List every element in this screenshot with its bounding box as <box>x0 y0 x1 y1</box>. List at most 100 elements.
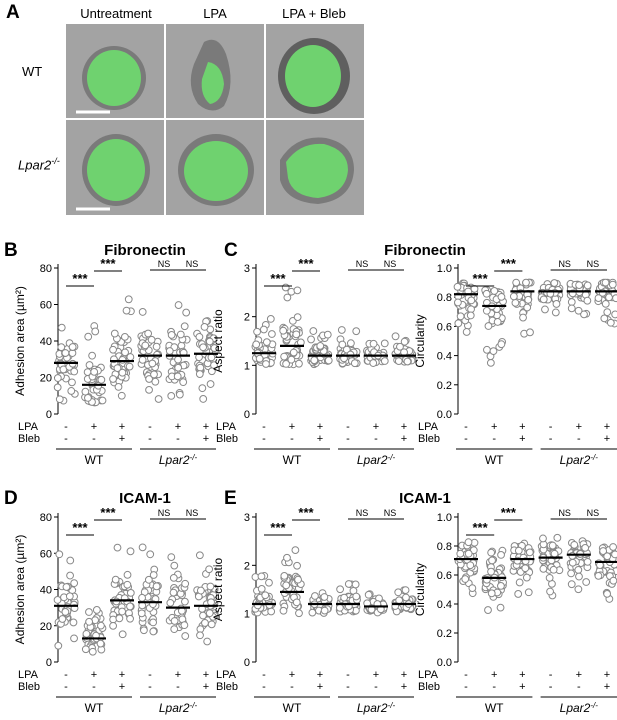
data-point-b <box>61 349 70 357</box>
y-tick-label-c1: 3 <box>244 263 250 275</box>
data-point-e1 <box>340 593 349 602</box>
bleb-marker-e1: - <box>346 681 350 693</box>
data-point-c2 <box>483 345 491 354</box>
data-point-e2 <box>464 538 473 547</box>
data-point-d <box>196 586 205 595</box>
y-tick-label-b: 60 <box>40 300 52 312</box>
bleb-row-label-d: Bleb <box>18 681 40 693</box>
bleb-marker-c1: - <box>262 433 266 445</box>
data-point-d <box>170 625 179 634</box>
bleb-marker-d: - <box>64 681 68 693</box>
data-point-c2 <box>522 278 530 287</box>
data-point-d <box>199 611 207 620</box>
data-point-c1 <box>289 348 298 357</box>
data-point-c2 <box>523 303 532 312</box>
data-point-e1 <box>267 607 276 616</box>
data-point-e1 <box>336 585 345 594</box>
data-point-c2 <box>580 310 588 319</box>
lpa-marker-c2: + <box>604 421 610 433</box>
data-point-c1 <box>295 359 303 368</box>
y-tick-label-b: 80 <box>40 263 52 275</box>
row-label-lpar2: Lpar2-/- <box>18 156 60 173</box>
data-point-d <box>66 571 74 580</box>
data-point-e2 <box>568 558 577 567</box>
data-point-d <box>170 561 179 570</box>
data-point-c2 <box>454 298 462 307</box>
bleb-row-label-c2: Bleb <box>418 433 440 445</box>
data-point-e1 <box>308 608 317 617</box>
data-point-e2 <box>484 606 492 614</box>
data-point-d <box>201 619 209 627</box>
significance-label-e1: *** <box>270 520 286 535</box>
data-point-c1 <box>253 327 261 336</box>
lpa-marker-d: - <box>148 669 152 681</box>
data-point-e2 <box>522 573 531 582</box>
significance-label-c2: NS <box>587 259 600 269</box>
y-tick-label-b: 20 <box>40 373 52 385</box>
data-point-c2 <box>462 328 471 336</box>
data-point-d <box>82 629 91 638</box>
data-point-c1 <box>324 356 333 365</box>
data-point-d <box>126 588 135 597</box>
significance-label-b: *** <box>100 256 116 271</box>
lpa-marker-e1: - <box>262 669 266 681</box>
data-point-d <box>140 626 148 635</box>
lpa-row-label-c2: LPA <box>418 421 439 433</box>
significance-label-c1: NS <box>384 259 397 269</box>
data-point-d <box>138 593 146 602</box>
data-point-b <box>53 374 62 382</box>
data-point-d <box>112 597 121 606</box>
data-point-c2 <box>512 278 521 287</box>
data-point-c1 <box>282 359 290 368</box>
data-point-c2 <box>454 319 463 328</box>
lpa-marker-d: + <box>119 669 125 681</box>
data-point-e2 <box>515 578 524 587</box>
data-point-c1 <box>380 339 389 348</box>
data-point-c1 <box>352 327 361 336</box>
y-tick-label-c2: 0.2 <box>437 380 452 392</box>
group-label-lpar2-c2: Lpar2-/- <box>560 453 599 468</box>
data-point-b <box>182 308 191 317</box>
data-point-b <box>210 344 219 352</box>
data-point-e2 <box>549 565 558 574</box>
y-tick-label-c1: 2 <box>244 312 250 324</box>
bleb-marker-e2: + <box>604 681 610 693</box>
bleb-marker-e2: - <box>549 681 553 693</box>
bleb-marker-b: - <box>64 433 68 445</box>
micrograph-wt-lpa-bleb <box>266 24 364 118</box>
data-point-c1 <box>262 360 270 368</box>
data-point-e2 <box>567 580 576 589</box>
data-point-b <box>84 393 92 402</box>
data-point-d <box>109 615 118 624</box>
data-point-d <box>205 565 214 574</box>
data-point-c2 <box>567 304 576 313</box>
data-point-d <box>167 553 176 562</box>
data-point-d <box>88 647 97 656</box>
data-point-b <box>122 306 131 315</box>
data-point-d <box>203 637 212 646</box>
data-point-c2 <box>601 278 610 287</box>
data-point-c1 <box>391 332 400 341</box>
data-point-b <box>195 370 204 378</box>
data-point-e1 <box>292 598 301 607</box>
data-point-b <box>84 332 93 341</box>
data-point-c2 <box>482 306 491 315</box>
y-tick-label-e2: 0.8 <box>437 541 452 553</box>
data-point-c1 <box>337 326 346 334</box>
data-point-d <box>53 596 62 604</box>
data-point-b <box>97 375 106 384</box>
bleb-marker-b: + <box>203 433 209 445</box>
data-point-e2 <box>567 569 576 578</box>
data-point-c2 <box>608 280 617 289</box>
data-point-b <box>198 384 207 393</box>
data-point-b <box>207 367 216 376</box>
lpa-marker-e1: + <box>317 669 323 681</box>
data-point-b <box>57 323 66 332</box>
data-point-e1 <box>293 561 301 570</box>
data-point-b <box>196 363 205 372</box>
data-point-e2 <box>583 557 592 566</box>
data-point-c1 <box>346 350 355 359</box>
y-tick-label-e2: 0.2 <box>437 628 452 640</box>
panel-b-letter: B <box>4 240 18 261</box>
group-label-lpar2-b: Lpar2-/- <box>159 453 198 468</box>
